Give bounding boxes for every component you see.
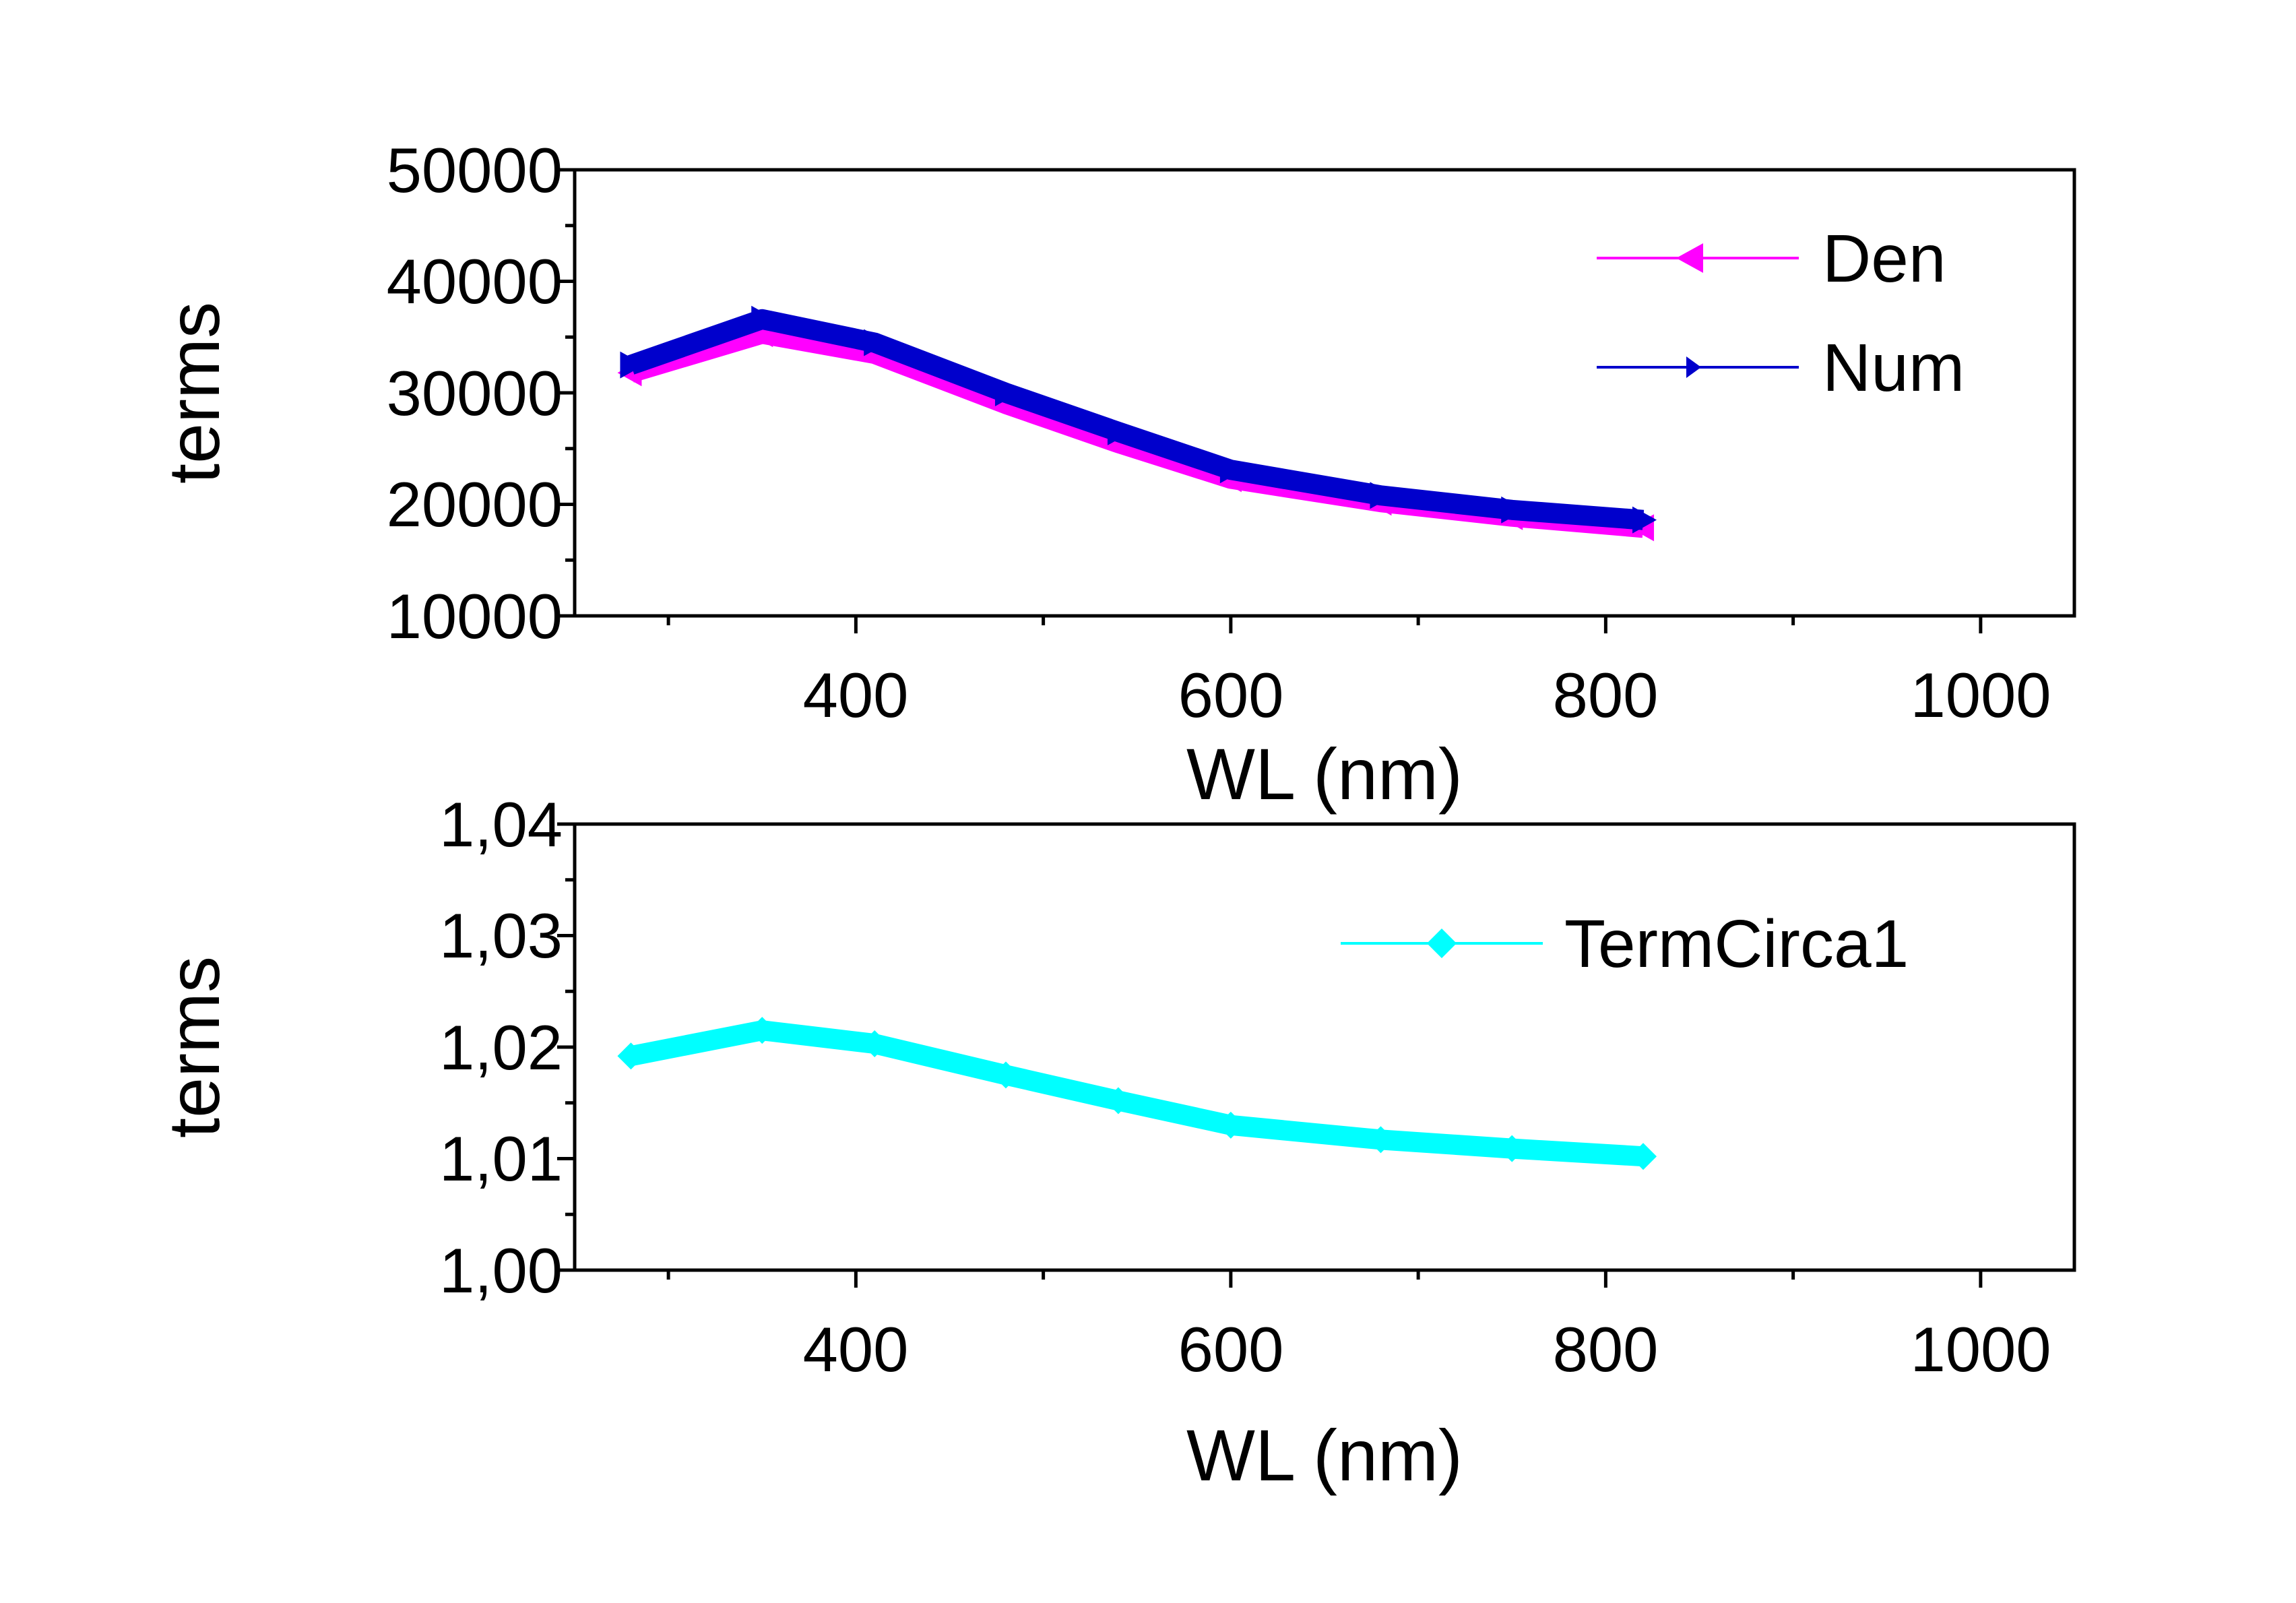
bottom-legend: TermCirca1 <box>1341 906 1909 982</box>
top-legend: Den Num <box>1597 221 1965 406</box>
top-chart-panel: 50000 40000 30000 20000 10000 400 600 80… <box>153 135 2076 815</box>
legend-marker-den <box>1676 243 1703 273</box>
bottom-y-tick-label: 1,00 <box>439 1235 563 1306</box>
legend-label-den: Den <box>1822 221 1946 296</box>
top-y-tick-label: 40000 <box>387 246 563 317</box>
bottom-x-tick-label: 1000 <box>1910 1314 2051 1385</box>
top-plot-axes <box>557 168 1983 633</box>
data-point-num <box>1219 456 1244 484</box>
bottom-y-tick-label: 1,01 <box>439 1123 563 1194</box>
data-point-num <box>1370 482 1395 509</box>
series-line-num <box>627 309 1645 530</box>
bottom-y-tick-label: 1,03 <box>439 900 563 971</box>
bottom-x-tick-label: 400 <box>803 1314 909 1385</box>
data-point-num <box>1107 418 1132 445</box>
bottom-y-tick-label: 1,02 <box>439 1012 563 1083</box>
data-point-termcirca1 <box>1104 1087 1132 1114</box>
top-y-tick-label: 50000 <box>387 135 563 206</box>
top-x-tick-label: 800 <box>1553 660 1659 730</box>
data-point-termcirca1 <box>861 1030 889 1058</box>
data-point-num <box>751 305 776 333</box>
data-point-num <box>864 329 889 356</box>
legend-label-num: Num <box>1822 330 1965 406</box>
data-point-termcirca1 <box>1498 1135 1526 1162</box>
top-x-tick-label: 400 <box>803 660 909 730</box>
data-point-termcirca1 <box>617 1042 645 1070</box>
bottom-x-tick-label: 800 <box>1553 1314 1659 1385</box>
legend-entry-termcirca1: TermCirca1 <box>1341 906 1909 982</box>
data-point-num <box>620 351 645 379</box>
bottom-x-tick-label: 600 <box>1178 1314 1284 1385</box>
data-point-num <box>1501 496 1526 524</box>
data-point-num <box>994 379 1019 406</box>
bottom-x-axis-title: WL (nm) <box>1186 1414 1463 1496</box>
top-plot-marks <box>617 305 1657 542</box>
bottom-chart-panel: 1,04 1,03 1,02 1,01 1,00 400 600 800 100… <box>153 789 2076 1496</box>
bottom-y-axis-title: terms <box>153 956 234 1138</box>
top-y-tick-label: 30000 <box>387 358 563 429</box>
bottom-plot-frame <box>573 822 2076 1272</box>
data-point-termcirca1 <box>1630 1143 1657 1170</box>
legend-entry-den: Den <box>1597 221 1946 296</box>
legend-entry-num: Num <box>1597 330 1965 406</box>
data-point-termcirca1 <box>1367 1126 1395 1154</box>
top-x-tick-label: 1000 <box>1910 660 2051 730</box>
top-y-tick-label: 20000 <box>387 469 563 540</box>
bottom-y-tick-label: 1,04 <box>439 789 563 860</box>
data-point-num <box>1632 506 1657 534</box>
top-y-tick-label: 10000 <box>387 581 563 652</box>
bottom-plot-marks <box>617 1017 1657 1170</box>
data-point-termcirca1 <box>1217 1111 1244 1139</box>
data-point-termcirca1 <box>992 1061 1019 1089</box>
data-point-termcirca1 <box>748 1017 776 1044</box>
top-y-axis-title: terms <box>153 302 234 484</box>
top-x-axis-title: WL (nm) <box>1186 733 1463 815</box>
legend-marker-termcirca1 <box>1427 929 1457 958</box>
legend-marker-num <box>1686 356 1701 378</box>
legend-label-termcirca1: TermCirca1 <box>1564 906 1909 982</box>
bottom-plot-axes <box>557 822 1983 1288</box>
series-line-termcirca1 <box>629 1020 1644 1167</box>
top-x-tick-label: 600 <box>1178 660 1284 730</box>
